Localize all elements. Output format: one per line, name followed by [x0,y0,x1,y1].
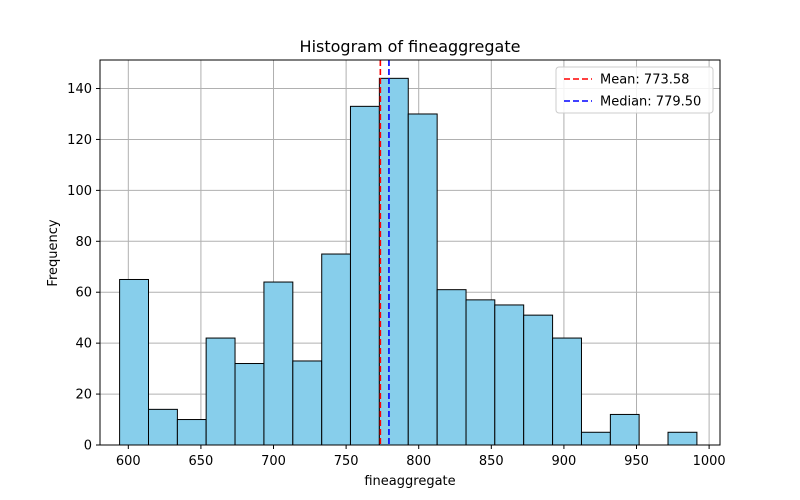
y-tick-label: 0 [84,439,92,454]
x-tick-label: 1000 [693,454,726,469]
histogram-bar [436,289,467,446]
x-tick-label: 900 [551,454,576,469]
histogram-bar [378,77,409,446]
x-axis-ticks: 600 650 700 750 800 850 900 950 1000 [116,445,726,469]
x-tick-label: 850 [479,454,504,469]
x-tick-label: 600 [116,454,141,469]
chart-title: Histogram of fineaggregate [300,37,521,56]
x-tick-label: 700 [261,454,286,469]
histogram-bar [147,408,178,446]
histogram-bar [321,253,351,446]
histogram-bar [205,337,236,446]
plot-area-frame [99,59,721,446]
x-tick-label: 950 [624,454,649,469]
y-tick-label: 100 [67,184,92,199]
histogram-bars [119,77,698,446]
y-axis-ticks: 0 20 40 60 80 100 120 140 [67,82,100,454]
x-tick-label: 650 [188,454,213,469]
legend-box [555,66,714,114]
y-tick-label: 40 [75,337,92,352]
y-tick-label: 120 [67,133,92,148]
y-tick-label: 140 [67,82,92,97]
reference-lines [379,60,390,445]
y-tick-label: 80 [75,235,92,250]
legend-entry-label: Mean: 773.58 [600,73,689,88]
histogram-bar [609,413,640,446]
histogram-bar [292,360,323,446]
y-axis-label: Frequency [46,219,61,286]
histogram-bar [407,113,438,446]
histogram-bar [523,314,554,446]
histogram-bar [580,431,611,446]
histogram-bar [176,419,207,446]
y-tick-label: 60 [75,286,92,301]
y-tick-label: 20 [75,388,92,403]
histogram-bar [494,304,525,446]
histogram-bar [667,431,698,446]
x-axis-label: fineaggregate [364,474,455,489]
histogram-bar [552,337,582,446]
x-tick-label: 800 [406,454,431,469]
legend: Mean: 773.58 Median: 779.50 [555,66,714,114]
x-tick-label: 750 [334,454,359,469]
histogram-bar [263,281,294,446]
histogram-bar [465,299,496,446]
histogram-bar [119,278,149,446]
histogram-bar [349,105,380,446]
histogram-bar [234,363,265,446]
legend-entry-label: Median: 779.50 [600,95,701,110]
